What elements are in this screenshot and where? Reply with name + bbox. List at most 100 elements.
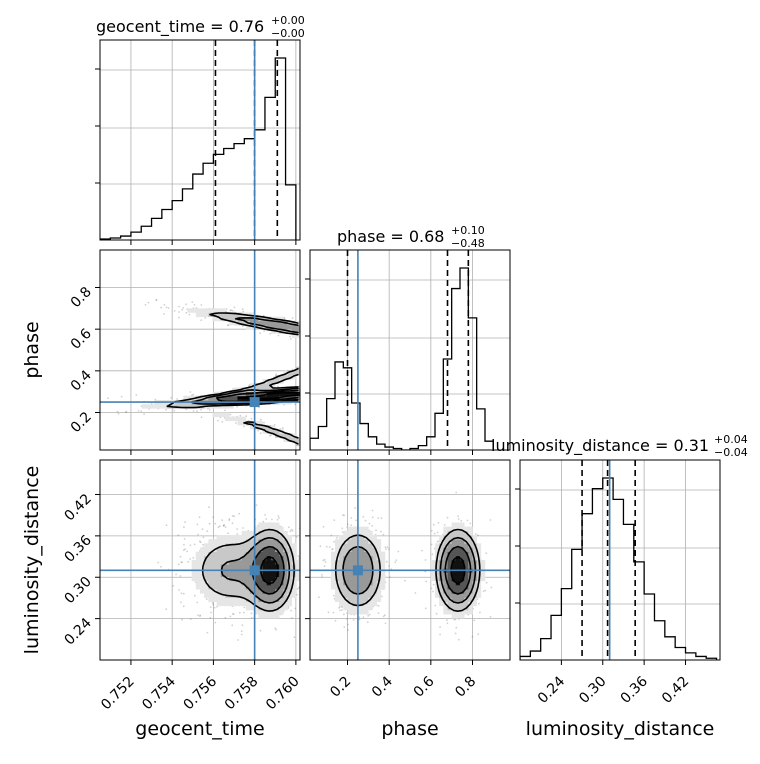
scatter-point — [120, 395, 123, 398]
density-cell — [212, 312, 217, 317]
density-cell — [204, 308, 209, 313]
density-cell — [287, 560, 292, 565]
density-cell — [266, 560, 272, 565]
scatter-point — [202, 536, 205, 539]
scatter-point — [231, 515, 234, 517]
density-cell — [204, 560, 209, 565]
density-cell — [439, 547, 444, 552]
scatter-point — [178, 305, 181, 308]
density-cell — [216, 316, 222, 322]
xtick-label-hist-luminosity_distance-0: 0.24 — [535, 673, 568, 706]
density-cell — [368, 530, 373, 536]
scatter-point — [454, 618, 457, 621]
title-geocent_time-plus: +0.00 — [271, 14, 305, 27]
scatter-point — [331, 548, 334, 550]
xtick-label-scatter-geocent_time-vs-luminosity_distance-1: 0.754 — [139, 673, 179, 713]
density-cell — [364, 555, 369, 561]
scatter-point — [206, 631, 209, 634]
density-cell — [439, 551, 444, 557]
density-cell — [360, 543, 365, 548]
scatter-point — [375, 529, 377, 532]
density-cell — [464, 593, 469, 598]
density-cell — [351, 589, 357, 594]
density-cell — [360, 589, 365, 594]
density-cell — [204, 551, 209, 557]
density-cell — [229, 312, 234, 317]
scatter-point — [240, 633, 243, 636]
density-cell — [283, 564, 288, 569]
density-cell — [351, 593, 357, 598]
density-cell — [360, 551, 365, 557]
scatter-point — [243, 425, 245, 428]
density-cell — [439, 539, 444, 544]
density-cell — [364, 564, 369, 569]
density-cell — [233, 551, 238, 557]
density-cell — [287, 585, 292, 590]
scatter-point — [214, 522, 217, 525]
contour-level-1 — [220, 537, 291, 604]
density-cell — [237, 560, 242, 565]
density-cell — [254, 320, 259, 326]
scatter-point — [250, 612, 253, 615]
panel-scatter-phase-vs-luminosity_distance: 0.2 0.4 0.6 0.8 — [305, 459, 511, 701]
scatter-point — [347, 623, 349, 626]
scatter-point — [430, 529, 433, 532]
scatter-point — [180, 592, 183, 595]
density-cell — [451, 593, 457, 598]
density-cell — [237, 585, 242, 590]
density-cell — [439, 564, 444, 569]
density-cell — [279, 526, 284, 532]
density-cell — [291, 391, 297, 397]
density-cell — [360, 526, 365, 532]
density-cell — [330, 572, 336, 577]
histogram-phase — [310, 267, 494, 450]
density-cell — [262, 391, 267, 397]
xtick-label-hist-luminosity_distance-1: 0.30 — [576, 674, 609, 707]
density-cell — [204, 547, 209, 552]
density-cell — [229, 539, 234, 544]
density-cell — [262, 429, 267, 434]
density-cell — [287, 535, 292, 540]
density-cell — [233, 416, 238, 422]
density-cell — [360, 605, 365, 611]
density-cell — [216, 589, 222, 594]
xtick-label-scatter-geocent_time-vs-luminosity_distance-2: 0.756 — [181, 673, 221, 713]
density-cell — [283, 555, 288, 561]
scatter-point — [160, 306, 163, 309]
density-cell — [229, 564, 234, 569]
density-cell — [364, 543, 369, 548]
density-cell — [179, 404, 184, 409]
density-cell — [283, 585, 288, 590]
density-cell — [335, 589, 340, 594]
density-cell — [208, 572, 213, 577]
scatter-point — [334, 619, 337, 622]
scatter-point — [188, 313, 191, 316]
ytick-label-scatter-geocent_time-vs-phase-0: 0.2 — [68, 409, 95, 436]
density-cell — [283, 329, 288, 334]
scatter-point — [175, 573, 178, 576]
density-cell — [258, 425, 263, 430]
density-cell — [216, 580, 222, 586]
density-cell — [258, 572, 263, 577]
density-cell — [262, 526, 267, 532]
density-cell — [372, 580, 377, 586]
density-cell — [229, 551, 234, 557]
scatter-point — [231, 309, 234, 312]
density-cell — [447, 580, 452, 586]
scatter-point — [446, 516, 449, 519]
density-cell — [476, 589, 482, 594]
density-cell — [283, 433, 288, 438]
density-cell — [343, 543, 348, 548]
density-cell — [216, 597, 222, 602]
density-cell — [279, 535, 284, 540]
density-cell — [200, 312, 205, 317]
density-cell — [339, 564, 344, 569]
density-cell — [275, 593, 280, 598]
density-cell — [212, 580, 217, 586]
density-cell — [279, 433, 284, 438]
density-cell — [279, 395, 284, 401]
scatter-point — [257, 429, 260, 432]
density-cell — [254, 601, 259, 607]
density-cell — [216, 547, 222, 552]
density-cell — [229, 601, 234, 607]
